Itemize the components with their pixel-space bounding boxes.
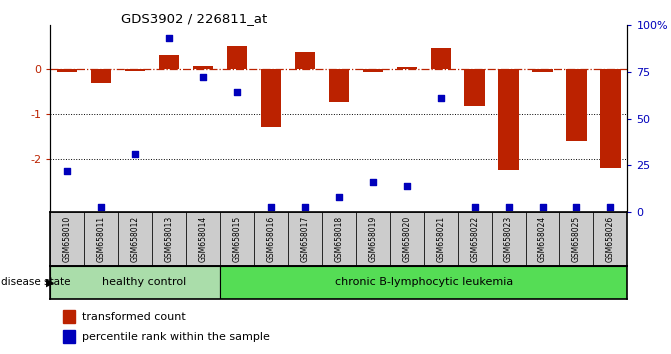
Bar <box>601 69 621 168</box>
Text: GSM658011: GSM658011 <box>97 216 106 262</box>
Text: GSM658026: GSM658026 <box>606 216 615 262</box>
Bar <box>464 69 485 106</box>
Bar <box>152 212 186 266</box>
Text: GSM658016: GSM658016 <box>266 216 276 262</box>
Text: disease state: disease state <box>1 277 71 287</box>
Bar <box>62 330 75 343</box>
Bar <box>499 69 519 170</box>
Text: GSM658010: GSM658010 <box>63 216 72 262</box>
Text: GSM658018: GSM658018 <box>334 216 344 262</box>
Text: GSM658012: GSM658012 <box>131 216 140 262</box>
Bar <box>397 67 417 69</box>
Text: GSM658019: GSM658019 <box>368 216 377 262</box>
Bar <box>220 212 254 266</box>
Bar <box>295 52 315 69</box>
Point <box>299 204 310 210</box>
Point <box>130 152 140 157</box>
Bar <box>50 212 85 266</box>
Text: GSM658014: GSM658014 <box>199 216 207 262</box>
Bar <box>288 212 322 266</box>
Point <box>198 74 209 80</box>
Bar <box>356 212 390 266</box>
Point <box>469 204 480 210</box>
Point <box>503 204 514 210</box>
Bar <box>322 212 356 266</box>
Point <box>231 90 242 95</box>
Bar <box>254 212 288 266</box>
Bar <box>57 69 77 72</box>
Bar <box>50 266 220 299</box>
Bar <box>525 212 560 266</box>
Point <box>96 204 107 210</box>
Text: GSM658021: GSM658021 <box>436 216 445 262</box>
Bar <box>566 69 586 141</box>
Bar <box>560 212 593 266</box>
Bar <box>593 212 627 266</box>
Bar <box>193 66 213 69</box>
Point <box>62 168 72 174</box>
Bar <box>423 212 458 266</box>
Bar <box>227 46 247 69</box>
Bar <box>492 212 525 266</box>
Point <box>333 195 344 200</box>
Bar <box>261 69 281 127</box>
Bar <box>220 266 627 299</box>
Text: chronic B-lymphocytic leukemia: chronic B-lymphocytic leukemia <box>335 277 513 287</box>
Bar <box>125 69 146 71</box>
Text: GSM658015: GSM658015 <box>233 216 242 262</box>
Text: percentile rank within the sample: percentile rank within the sample <box>82 332 270 342</box>
Bar <box>186 212 220 266</box>
Point <box>401 183 412 189</box>
Text: GSM658024: GSM658024 <box>538 216 547 262</box>
Text: transformed count: transformed count <box>82 312 186 322</box>
Bar <box>329 69 349 102</box>
Bar <box>390 212 423 266</box>
Text: GSM658017: GSM658017 <box>301 216 309 262</box>
Text: healthy control: healthy control <box>101 277 186 287</box>
Text: GSM658025: GSM658025 <box>572 216 581 262</box>
Point <box>605 204 616 210</box>
Text: GSM658013: GSM658013 <box>164 216 174 262</box>
Bar <box>532 69 553 72</box>
Point <box>164 35 174 41</box>
Bar <box>91 69 111 83</box>
Bar <box>431 48 451 69</box>
Text: GSM658020: GSM658020 <box>402 216 411 262</box>
Text: GSM658022: GSM658022 <box>470 216 479 262</box>
Bar <box>458 212 492 266</box>
Text: GSM658023: GSM658023 <box>504 216 513 262</box>
Point <box>571 204 582 210</box>
Bar <box>362 69 383 72</box>
Text: ▶: ▶ <box>46 277 54 287</box>
Point <box>537 204 548 210</box>
Point <box>266 204 276 210</box>
Bar <box>85 212 118 266</box>
Point <box>435 95 446 101</box>
Text: GDS3902 / 226811_at: GDS3902 / 226811_at <box>121 12 267 25</box>
Point <box>368 179 378 185</box>
Bar <box>159 55 179 69</box>
Bar <box>62 310 75 324</box>
Bar <box>118 212 152 266</box>
